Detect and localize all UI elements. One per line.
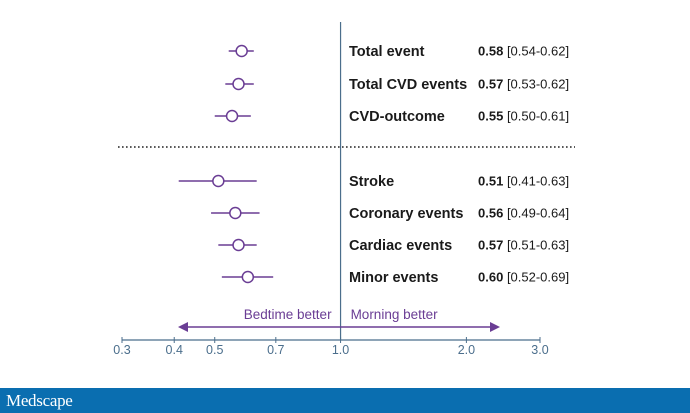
row-value: 0.60 [0.52-0.69] [478,270,569,285]
estimate-text: 0.57 [478,238,503,253]
forest-row: Cardiac events 0.57 [0.51-0.63] [218,238,569,254]
forest-row: Total event 0.58 [0.54-0.62] [228,44,569,60]
ci-text: [0.52-0.69] [507,270,569,285]
x-tick-label: 1.0 [332,343,349,357]
estimate-marker [212,174,225,188]
estimate-text: 0.55 [478,109,503,124]
estimate-marker [232,77,245,91]
forest-rows: Total event 0.58 [0.54-0.62] Total CVD eve… [178,44,569,286]
row-value: 0.55 [0.50-0.61] [478,109,569,124]
ci-text: [0.53-0.62] [507,77,569,92]
row-value: 0.51 [0.41-0.63] [478,174,569,189]
ci-text: [0.50-0.61] [507,109,569,124]
row-label: Total CVD events [349,77,467,93]
estimate-text: 0.60 [478,270,503,285]
estimate-marker [225,109,239,123]
row-label: Total event [349,44,425,60]
forest-row: Stroke 0.51 [0.41-0.63] [178,174,569,190]
row-value: 0.57 [0.51-0.63] [478,238,569,253]
row-value: 0.56 [0.49-0.64] [478,206,569,221]
ci-text: [0.51-0.63] [507,238,569,253]
estimate-text: 0.58 [478,44,503,59]
estimate-marker [229,206,242,220]
ci-text: [0.41-0.63] [507,174,569,189]
x-tick-label: 2.0 [458,343,475,357]
direction-right-label: Morning better [351,307,439,322]
estimate-marker [235,44,248,58]
x-axis: 0.3 0.4 0.5 0.7 1.0 2.0 3.0 [113,337,549,357]
estimate-text: 0.51 [478,174,503,189]
estimate-marker [241,270,255,284]
arrow-right-head [490,322,500,332]
footer-bar: Medscape [0,388,690,413]
medscape-logo: Medscape [6,391,73,410]
x-tick-label: 0.3 [113,343,130,357]
row-label: Minor events [349,270,438,286]
estimate-marker [232,238,245,252]
estimate-text: 0.56 [478,206,503,221]
row-label: Coronary events [349,206,463,222]
arrow-left-head [178,322,188,332]
ci-text: [0.49-0.64] [507,206,569,221]
forest-row: CVD-outcome 0.55 [0.50-0.61] [214,109,569,125]
direction-annotation: Bedtime better Morning better [178,307,500,332]
forest-plot: Total event 0.58 [0.54-0.62] Total CVD eve… [113,22,575,357]
estimate-text: 0.57 [478,77,503,92]
row-value: 0.58 [0.54-0.62] [478,44,569,59]
x-tick-label: 0.7 [267,343,284,357]
row-label: Cardiac events [349,238,452,254]
forest-row: Total CVD events 0.57 [0.53-0.62] [225,77,569,93]
row-label: CVD-outcome [349,109,445,125]
direction-left-label: Bedtime better [244,307,332,322]
row-value: 0.57 [0.53-0.62] [478,77,569,92]
x-tick-label: 0.5 [206,343,223,357]
ci-text: [0.54-0.62] [507,44,569,59]
x-tick-label: 3.0 [531,343,548,357]
forest-row: Minor events 0.60 [0.52-0.69] [221,270,569,286]
forest-row: Coronary events 0.56 [0.49-0.64] [211,206,569,222]
x-tick-label: 0.4 [166,343,183,357]
plot-guides [118,22,575,340]
row-label: Stroke [349,174,394,190]
